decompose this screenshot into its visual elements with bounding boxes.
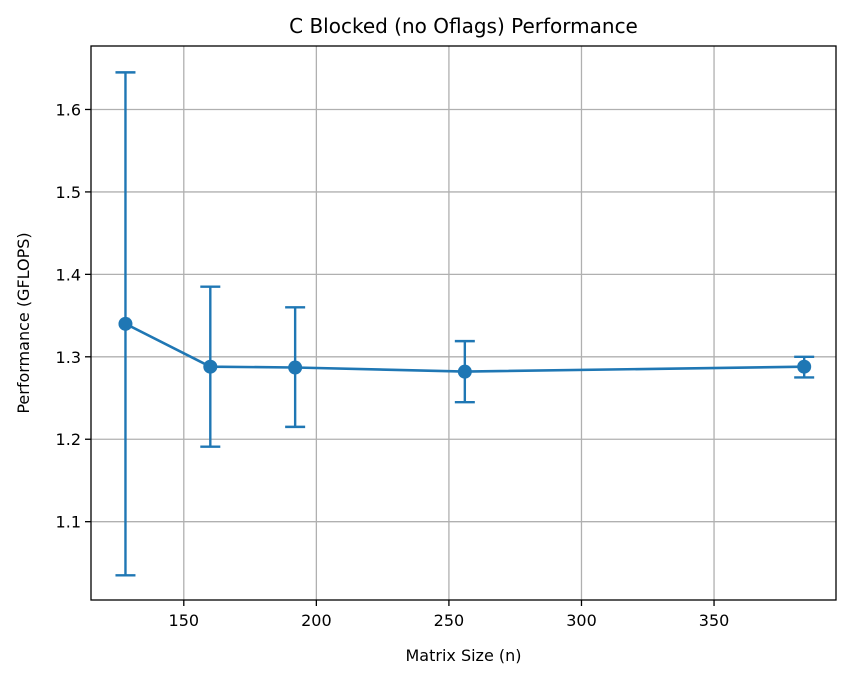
x-tick-label: 150 [169, 611, 200, 630]
chart-title: C Blocked (no Oflags) Performance [289, 14, 638, 38]
x-tick-label: 250 [434, 611, 465, 630]
grid-lines [91, 46, 836, 600]
error-bars [115, 71, 815, 577]
data-point [203, 359, 218, 374]
x-axis-title: Matrix Size (n) [405, 646, 521, 665]
y-tick-label: 1.6 [56, 100, 81, 119]
data-point [797, 359, 812, 374]
y-tick-label: 1.1 [56, 513, 81, 532]
y-tick-label: 1.3 [56, 348, 81, 367]
y-tick-label: 1.2 [56, 430, 81, 449]
x-tick-label: 350 [699, 611, 730, 630]
y-axis-title: Performance (GFLOPS) [14, 232, 33, 413]
y-tick-label: 1.5 [56, 183, 81, 202]
axis-ticks: 150 200 250 300 350 1.1 1.2 1.3 1.4 1.5 1.6 [56, 100, 730, 630]
data-markers [118, 316, 812, 379]
plot-frame [90, 45, 837, 601]
data-point [288, 360, 303, 375]
data-point [457, 364, 472, 379]
x-tick-label: 200 [301, 611, 332, 630]
data-point [118, 316, 133, 331]
y-tick-label: 1.4 [56, 265, 81, 284]
x-tick-label: 300 [566, 611, 597, 630]
